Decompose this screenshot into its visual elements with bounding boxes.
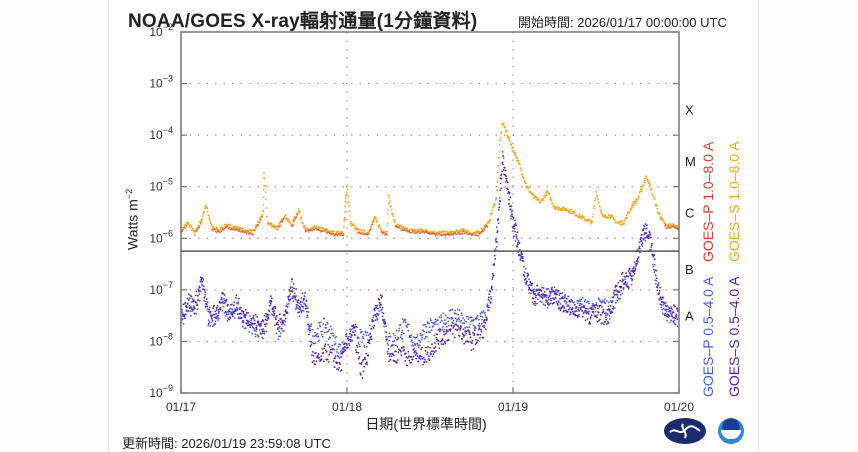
svg-text:C: C — [685, 206, 694, 221]
svg-text:M: M — [685, 154, 696, 169]
svg-text:10−9: 10−9 — [149, 383, 173, 400]
svg-text:10−4: 10−4 — [149, 125, 173, 142]
updated-time-label: 更新時間: 2026/01/19 23:59:08 UTC — [122, 436, 331, 451]
svg-text:10−3: 10−3 — [149, 74, 173, 91]
svg-text:X: X — [685, 102, 694, 117]
svg-text:01/18: 01/18 — [332, 400, 362, 414]
x-axis-ticks: 01/17 01/18 01/19 01/20 — [166, 387, 694, 414]
svg-text:B: B — [685, 262, 694, 277]
svg-text:01/17: 01/17 — [166, 400, 196, 414]
svg-text:10−8: 10−8 — [149, 331, 173, 348]
grid-lines — [181, 32, 679, 393]
chart-title: NOAA/GOES X-ray輻射通量(1分鐘資料) — [128, 11, 478, 32]
noaa-logo-icon — [718, 418, 744, 444]
y-axis-ticks: 10−2 10−3 10−4 10−5 10−6 10−7 10−8 10−9 — [149, 22, 679, 400]
legend-goes-p-long: GOES–P 1.0–8.0 A — [700, 141, 716, 262]
legend-goes-s-long: GOES–S 1.0–8.0 A — [726, 141, 742, 262]
flare-class-labels: X M C B A — [685, 102, 696, 323]
cwa-logo-icon — [664, 418, 706, 444]
svg-text:01/19: 01/19 — [498, 400, 528, 414]
svg-text:10−5: 10−5 — [149, 177, 173, 194]
svg-text:10−7: 10−7 — [149, 280, 173, 297]
svg-text:10−2: 10−2 — [149, 22, 173, 39]
svg-text:A: A — [685, 309, 694, 324]
data-series — [180, 122, 680, 379]
x-axis-label: 日期(世界標準時間) — [365, 416, 487, 432]
start-time-label: 開始時間: 2026/01/17 00:00:00 UTC — [518, 15, 727, 30]
plot-frame — [180, 31, 680, 394]
chart-panel — [108, 0, 759, 452]
legend-goes-p-short: GOES–P 0.5–4.0 A — [700, 276, 716, 397]
legend-goes-s-short: GOES–S 0.5–4.0 A — [726, 276, 742, 397]
svg-text:01/20: 01/20 — [664, 400, 694, 414]
svg-text:10−6: 10−6 — [149, 228, 173, 245]
